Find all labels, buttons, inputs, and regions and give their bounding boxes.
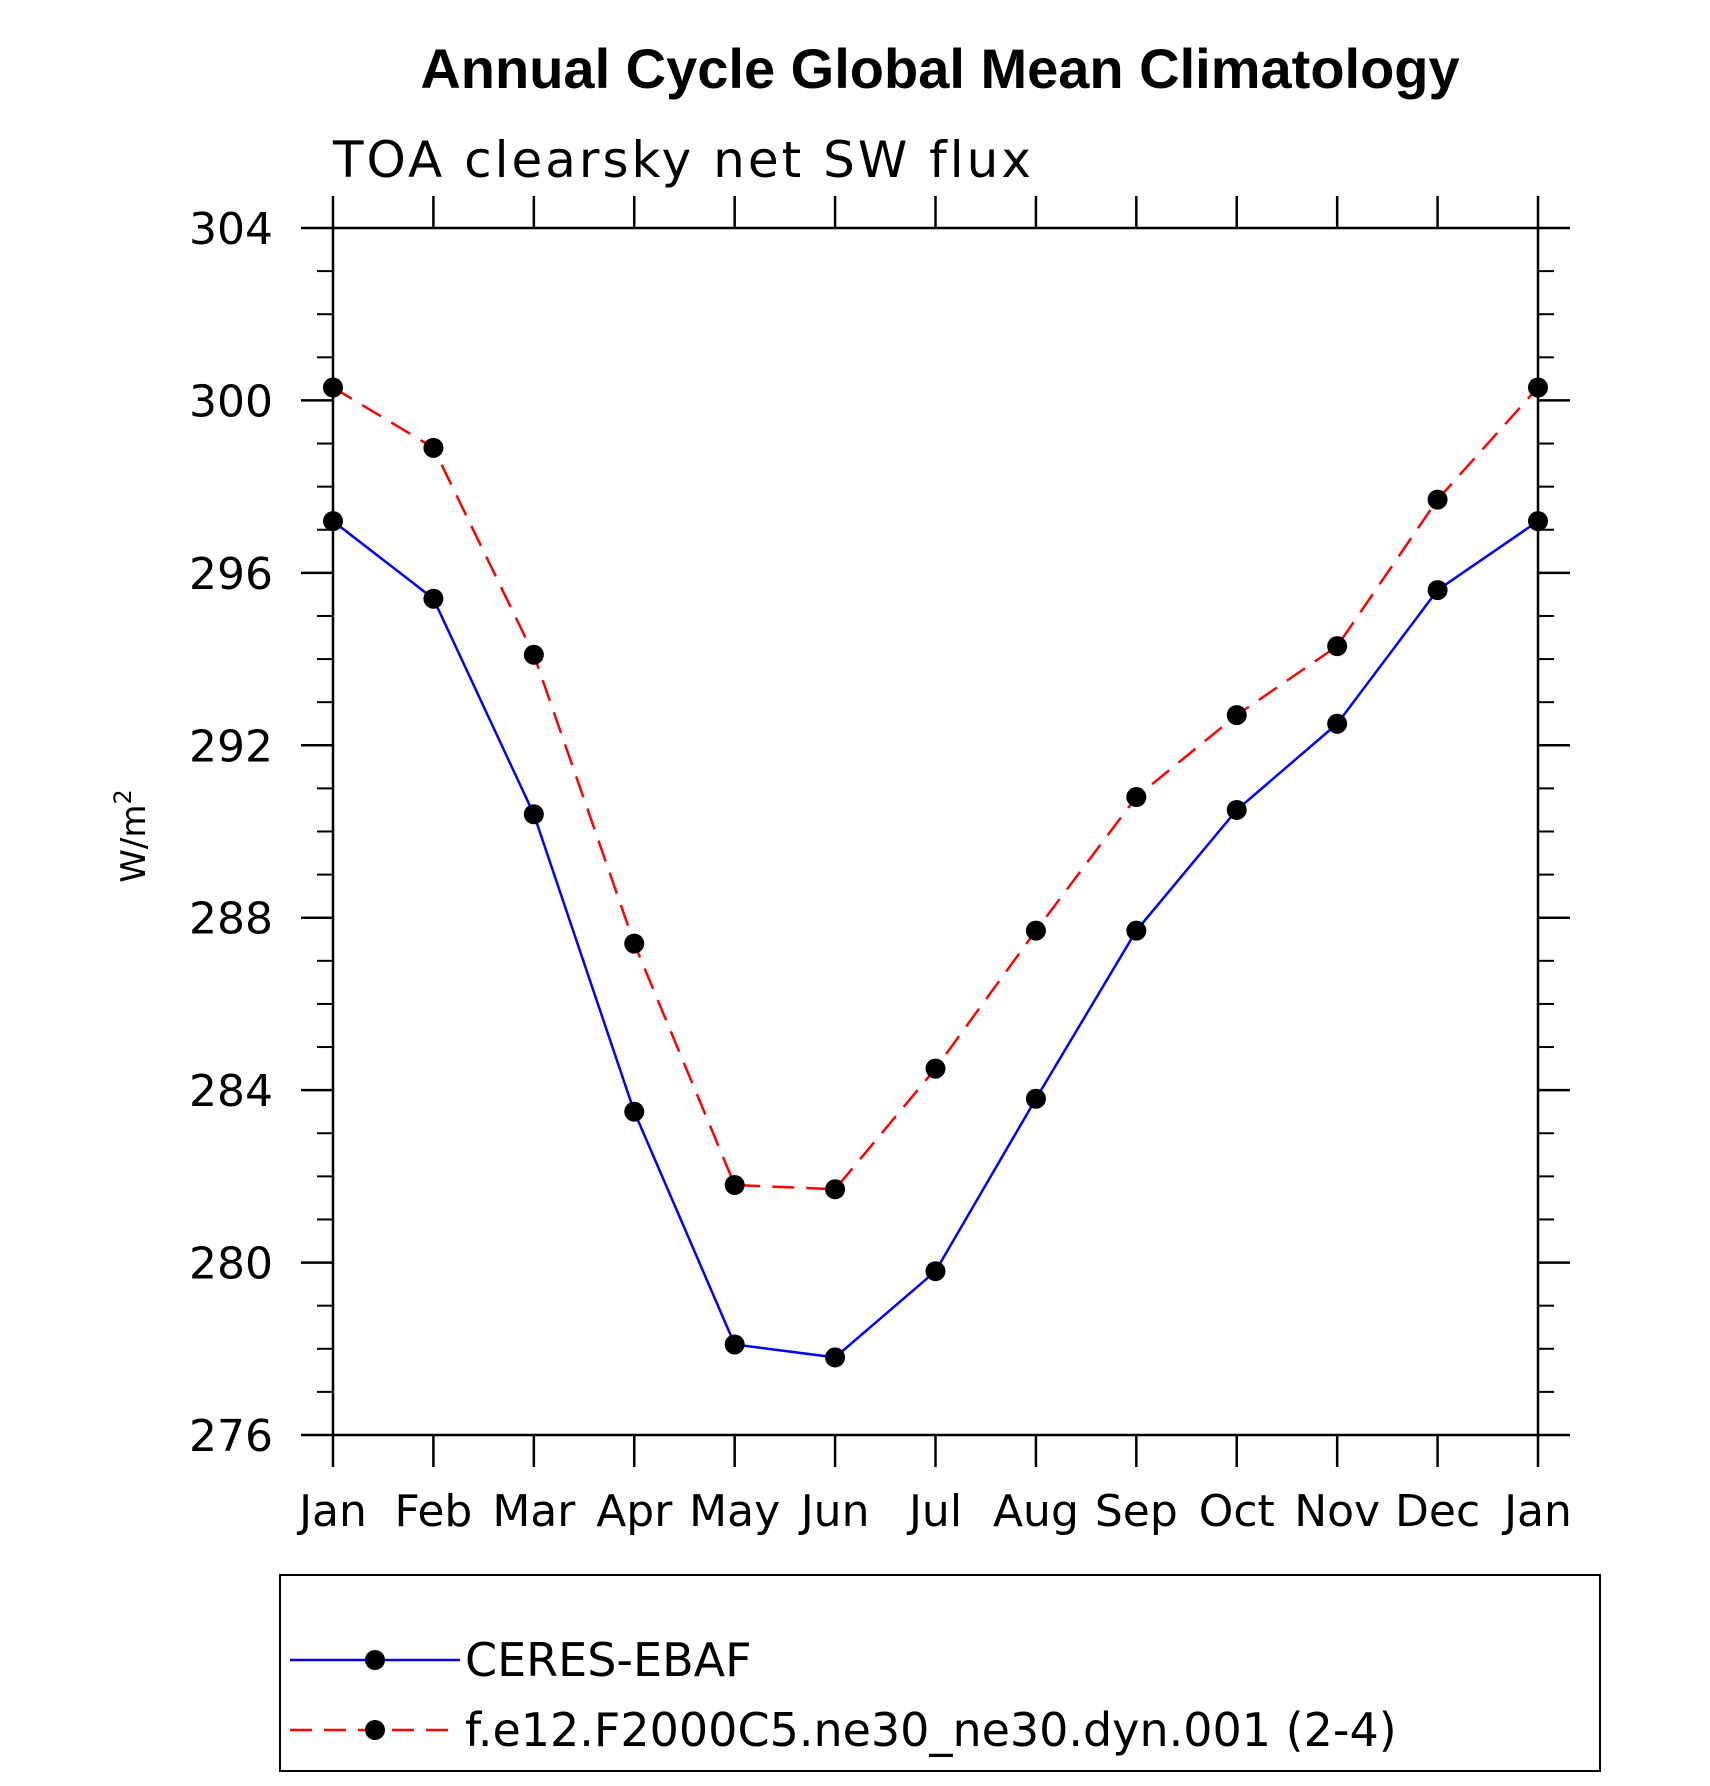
series-line [332,520,1539,1359]
data-point [1427,489,1448,510]
x-tick-label: Jan [1501,1486,1572,1537]
series-2 [323,377,1548,1200]
x-tick-label: Jun [798,1486,870,1537]
data-point [624,933,645,954]
x-tick-label: Mar [492,1486,576,1537]
y-tick-label: 284 [189,1066,273,1117]
x-tick-label: Nov [1294,1486,1380,1537]
legend-marker-2 [365,1720,385,1740]
data-point [825,1179,846,1200]
data-point [1528,377,1548,398]
legend-box [279,1574,1601,1772]
legend-label-2: f.e12.F2000C5.ne30_ne30.dyn.001 (2-4) [465,1703,1397,1757]
data-point [1226,799,1247,820]
x-tick-label: Feb [394,1486,472,1537]
x-tick-label: Aug [993,1486,1079,1537]
data-point [724,1334,745,1355]
y-axis-label-superscript: 2 [109,789,137,804]
data-point [1226,705,1247,726]
x-tick-label: Apr [596,1486,673,1537]
axes: 276 280 284 288 292 296 300 304 Jan Feb Mar Apr May J… [189,196,1572,1537]
series-1 [323,511,1548,1368]
y-tick-label: 304 [189,204,273,255]
y-tick-label: 296 [189,549,273,600]
legend: CERES-EBAF f.e12.F2000C5.ne30_ne30.dyn.00… [279,1574,1601,1772]
legend-marker-1 [365,1650,385,1670]
data-point [523,644,544,665]
y-tick-label: 288 [189,894,273,945]
chart-title: Annual Cycle Global Mean Climatology [420,37,1459,100]
x-tick-label: Oct [1199,1486,1275,1537]
y-tick-label: 276 [189,1411,273,1462]
data-point [1327,713,1348,734]
data-point [1427,580,1448,601]
series-layer [323,377,1548,1368]
data-point [423,437,444,458]
plot-frame [331,226,1540,1437]
x-tick-label: Jan [296,1486,367,1537]
y-axis-label: W/m2 [109,789,154,882]
data-point [523,804,544,825]
x-tick-label: Jul [906,1486,962,1537]
x-tick-label: May [689,1486,780,1537]
data-point [1025,1088,1046,1109]
data-point [1528,511,1548,532]
y-tick-label: 292 [189,721,273,772]
x-tick-label: Sep [1095,1486,1178,1537]
data-point [925,1261,946,1282]
data-point [1126,787,1147,808]
chart-subtitle: TOA clearsky net SW flux [332,131,1034,189]
data-point [323,377,343,398]
data-point [1126,920,1147,941]
data-point [1025,920,1046,941]
y-axis-label-text: W/m [114,805,154,883]
x-tick-label: Dec [1395,1486,1480,1537]
data-point [323,511,343,532]
y-tick-label: 300 [189,376,273,427]
data-point [825,1347,846,1368]
data-point [925,1058,946,1079]
data-point [423,588,444,609]
y-tick-label: 280 [189,1239,273,1290]
data-point [624,1101,645,1122]
data-point [724,1174,745,1195]
legend-label-1: CERES-EBAF [465,1633,752,1687]
data-point [1327,636,1348,657]
